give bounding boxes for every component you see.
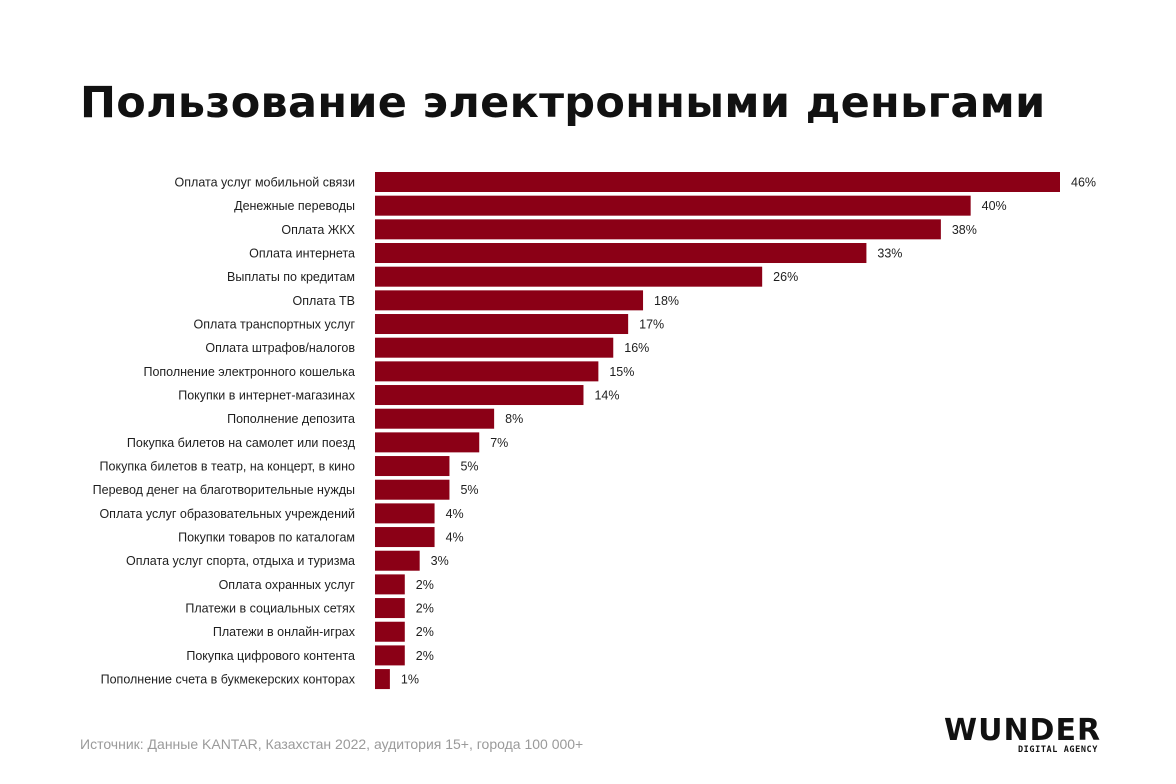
category-label: Выплаты по кредитам [227, 270, 355, 284]
bar [375, 408, 495, 429]
value-label: 16% [624, 341, 649, 355]
value-label: 3% [431, 554, 449, 568]
category-label: Оплата услуг спорта, отдыха и туризма [126, 554, 355, 568]
bar [375, 621, 405, 642]
value-label: 26% [773, 270, 798, 284]
category-label: Платежи в социальных сетях [185, 602, 355, 616]
category-label: Оплата услуг образовательных учреждений [99, 507, 355, 521]
bar [375, 598, 405, 619]
value-label: 2% [416, 602, 434, 616]
value-label: 38% [952, 223, 977, 237]
category-label: Покупка билетов на самолет или поезд [127, 436, 356, 450]
logo-tagline: DIGITAL AGENCY [1017, 745, 1098, 755]
value-label: 18% [654, 294, 679, 308]
category-label: Оплата транспортных услуг [194, 318, 356, 332]
bar [375, 456, 450, 477]
category-label: Оплата интернета [249, 247, 355, 261]
category-label: Оплата охранных услуг [219, 578, 356, 592]
bar [375, 290, 644, 311]
bar [375, 314, 629, 335]
category-label: Покупка цифрового контента [186, 649, 355, 663]
category-label: Оплата ЖКХ [281, 223, 355, 237]
bar [375, 337, 614, 358]
category-label: Покупки в интернет-магазинах [178, 389, 356, 403]
category-label: Перевод денег на благотворительные нужды [93, 483, 355, 497]
bar [375, 266, 763, 287]
bar [375, 527, 435, 548]
value-label: 4% [446, 531, 464, 545]
bar [375, 574, 405, 595]
value-label: 8% [505, 412, 523, 426]
value-label: 1% [401, 673, 419, 687]
bar [375, 503, 435, 524]
bar [375, 243, 867, 264]
category-label: Оплата штрафов/налогов [205, 341, 355, 355]
bar [375, 669, 390, 690]
value-label: 2% [416, 649, 434, 663]
source-note: Источник: Данные KANTAR, Казахстан 2022,… [80, 736, 584, 752]
value-label: 40% [982, 199, 1007, 213]
category-label: Оплата ТВ [293, 294, 355, 308]
bar [375, 385, 584, 406]
value-label: 2% [416, 578, 434, 592]
wunder-logo: WUNDER DIGITAL AGENCY [944, 714, 1100, 758]
category-label: Пополнение электронного кошелька [143, 365, 355, 379]
value-label: 33% [877, 247, 902, 261]
value-label: 5% [460, 483, 478, 497]
value-label: 5% [460, 460, 478, 474]
value-label: 46% [1071, 176, 1096, 190]
chart-title: Пользование электронными деньгами [80, 78, 1046, 128]
bar [375, 479, 450, 500]
category-label: Денежные переводы [234, 199, 355, 213]
bar [375, 550, 420, 571]
bar [375, 219, 941, 240]
bar [375, 432, 480, 453]
logo-wordmark: WUNDER [944, 713, 1102, 748]
bar-chart: Оплата услуг мобильной связи 46% Денежные … [93, 172, 1096, 690]
value-label: 17% [639, 318, 664, 332]
value-label: 14% [594, 389, 619, 403]
category-label: Покупка билетов в театр, на концерт, в к… [100, 460, 355, 474]
value-label: 7% [490, 436, 508, 450]
category-label: Пополнение депозита [227, 412, 355, 426]
value-label: 15% [609, 365, 634, 379]
category-label: Покупки товаров по каталогам [178, 531, 355, 545]
bar [375, 195, 971, 216]
category-label: Оплата услуг мобильной связи [175, 176, 355, 190]
bar [375, 645, 405, 666]
category-label: Платежи в онлайн-играх [213, 625, 356, 639]
value-label: 2% [416, 625, 434, 639]
category-label: Пополнение счета в букмекерских конторах [101, 673, 356, 687]
bar [375, 361, 599, 382]
bar [375, 172, 1060, 192]
value-label: 4% [446, 507, 464, 521]
